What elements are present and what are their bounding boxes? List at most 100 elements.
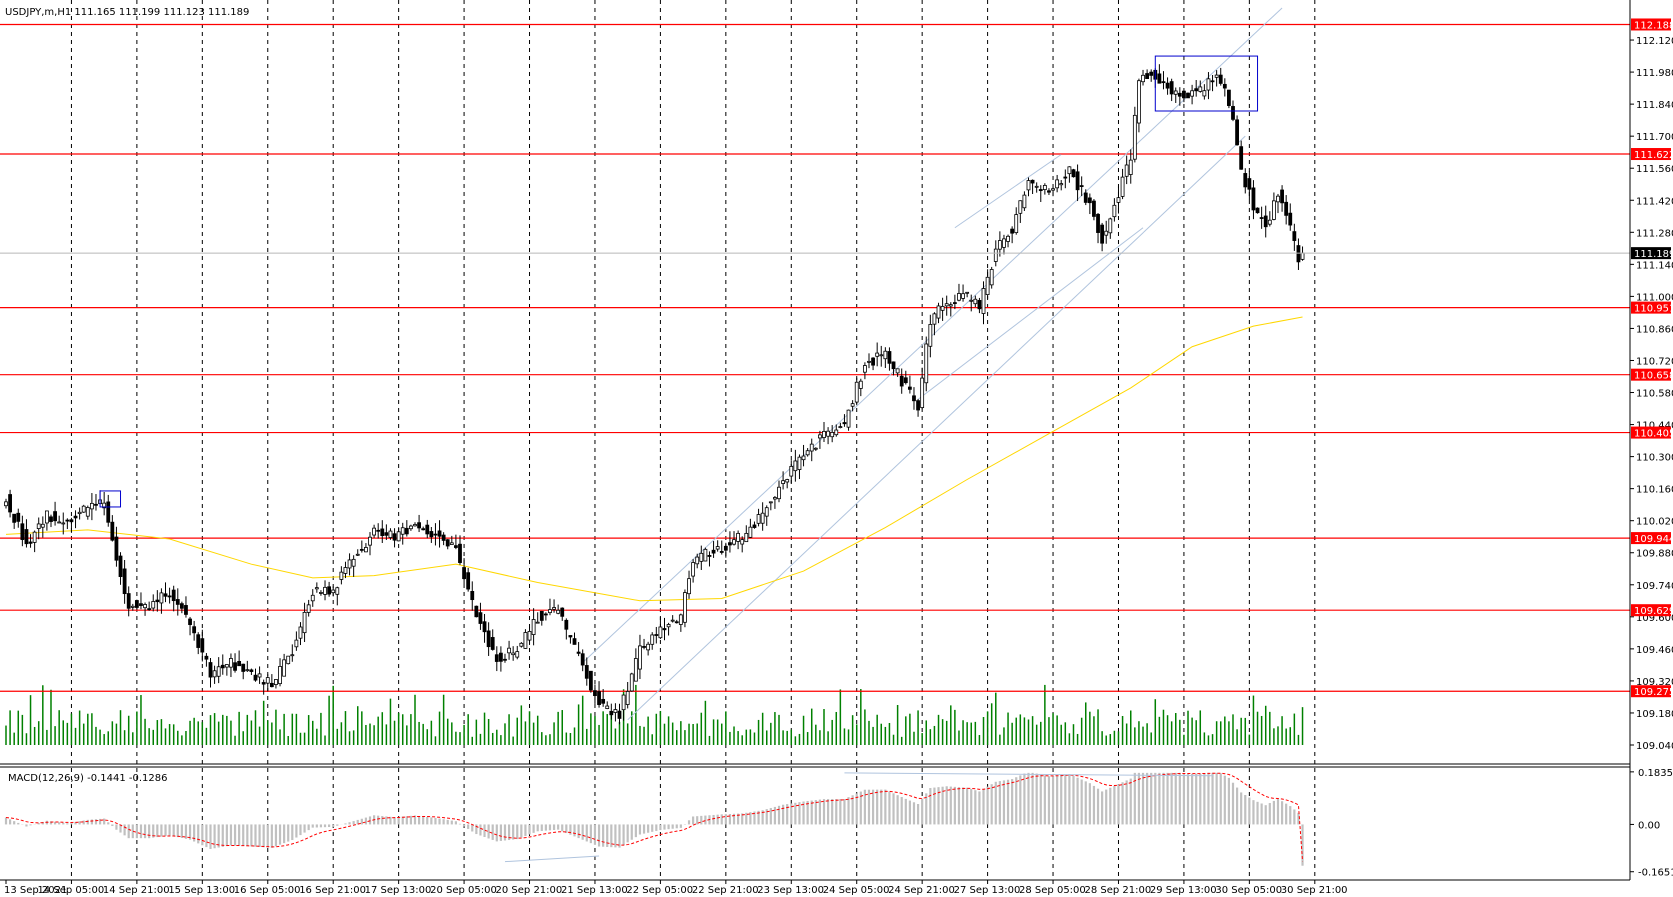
candle-body bbox=[184, 605, 188, 615]
candle-body bbox=[1034, 185, 1039, 188]
candle-body bbox=[576, 651, 581, 654]
candle-body bbox=[372, 527, 377, 536]
candle-body bbox=[290, 654, 295, 657]
candle-body bbox=[57, 521, 62, 524]
candle-body bbox=[102, 502, 107, 509]
candle-body bbox=[298, 626, 303, 639]
candle-body bbox=[257, 673, 262, 678]
candle-body bbox=[404, 527, 409, 535]
candle-body bbox=[1132, 114, 1137, 160]
candle-body bbox=[957, 293, 961, 301]
candle-body bbox=[417, 522, 421, 529]
price-tick-label: 111.140 bbox=[1636, 260, 1673, 271]
candle-body bbox=[470, 590, 475, 601]
price-tick-label: 111.560 bbox=[1636, 164, 1673, 175]
candle-body bbox=[376, 529, 381, 532]
candle-body bbox=[347, 559, 352, 569]
price-tick-label: 110.160 bbox=[1636, 485, 1673, 496]
time-tick-label: 21 Sep 13:00 bbox=[561, 885, 628, 896]
candle-body bbox=[519, 642, 524, 647]
candle-body bbox=[339, 571, 344, 580]
candle-body bbox=[175, 599, 180, 605]
candle-body bbox=[920, 377, 925, 408]
macd-divergence-lines bbox=[504, 772, 1213, 863]
candle-body bbox=[842, 422, 847, 425]
level-label-box bbox=[1631, 148, 1671, 161]
level-label: 111.622 bbox=[1634, 150, 1673, 161]
price-tick-label: 111.000 bbox=[1636, 292, 1673, 303]
candle-body bbox=[867, 360, 871, 363]
price-tick-label: 109.880 bbox=[1636, 549, 1673, 560]
candle-body bbox=[384, 532, 389, 536]
candle-body bbox=[564, 619, 569, 630]
price-tick-label: 111.280 bbox=[1636, 228, 1673, 239]
candle-body bbox=[740, 539, 745, 545]
candle-body bbox=[621, 694, 626, 711]
candle-body bbox=[482, 621, 487, 633]
level-label-box bbox=[1631, 685, 1671, 698]
candle-body bbox=[1235, 119, 1239, 146]
channel-line bbox=[582, 7, 1283, 663]
candle-body bbox=[1059, 183, 1064, 186]
candle-body bbox=[147, 608, 152, 611]
candle-body bbox=[429, 531, 434, 538]
candle-body bbox=[1116, 197, 1121, 203]
current-price-box bbox=[1631, 247, 1671, 260]
time-tick-label: 28 Sep 21:00 bbox=[1084, 885, 1151, 896]
candle-body bbox=[1010, 228, 1015, 234]
candle-body bbox=[654, 634, 659, 636]
macd-divergence-line bbox=[844, 772, 1213, 777]
level-label: 110.658 bbox=[1634, 371, 1673, 382]
candle-body bbox=[650, 634, 655, 645]
moving-average-line bbox=[5, 316, 1303, 602]
candle-body bbox=[715, 546, 720, 550]
candle-body bbox=[229, 658, 233, 668]
candle-body bbox=[858, 380, 863, 389]
candle-body bbox=[204, 655, 209, 660]
time-tick-label: 17 Sep 13:00 bbox=[365, 885, 432, 896]
candle-body bbox=[12, 513, 17, 523]
macd-tick-label: -0.1651 bbox=[1638, 868, 1673, 879]
candle-body bbox=[1165, 82, 1170, 89]
candle-body bbox=[1251, 187, 1256, 211]
candle-body bbox=[1296, 245, 1301, 263]
level-label-box bbox=[1631, 301, 1671, 314]
candle-body bbox=[895, 368, 900, 374]
candle-body bbox=[323, 586, 327, 595]
candle-body bbox=[683, 592, 687, 623]
candle-body bbox=[560, 607, 565, 617]
candle-body bbox=[1026, 180, 1031, 191]
candle-body bbox=[768, 501, 773, 504]
candle-body bbox=[1161, 81, 1166, 84]
rectangle-object bbox=[1154, 55, 1259, 112]
candle-body bbox=[274, 679, 278, 685]
channel-line bbox=[627, 135, 1246, 721]
candle-body bbox=[1222, 83, 1227, 89]
candle-body bbox=[613, 709, 618, 713]
candle-body bbox=[396, 531, 401, 542]
candle-body bbox=[1006, 235, 1010, 242]
candle-body bbox=[73, 515, 78, 519]
candle-body bbox=[572, 638, 577, 645]
candle-body bbox=[736, 532, 741, 542]
rectangle-object bbox=[99, 490, 122, 508]
candle-body bbox=[703, 548, 708, 562]
candle-body bbox=[188, 618, 192, 625]
time-tick-label: 22 Sep 21:00 bbox=[692, 885, 759, 896]
candle-body bbox=[1018, 200, 1023, 214]
candle-body bbox=[24, 529, 29, 545]
candle-body bbox=[261, 682, 266, 685]
level-label-box bbox=[1631, 18, 1671, 31]
candle-body bbox=[355, 553, 360, 556]
time-tick-label: 20 Sep 05:00 bbox=[430, 885, 497, 896]
candle-body bbox=[1182, 90, 1186, 99]
candle-body bbox=[1096, 213, 1100, 233]
candle-body bbox=[327, 586, 332, 595]
candle-body bbox=[899, 375, 904, 387]
candle-body bbox=[838, 426, 843, 428]
candle-body bbox=[130, 605, 135, 608]
level-label: 110.405 bbox=[1634, 429, 1673, 440]
candle-body bbox=[1002, 238, 1006, 248]
